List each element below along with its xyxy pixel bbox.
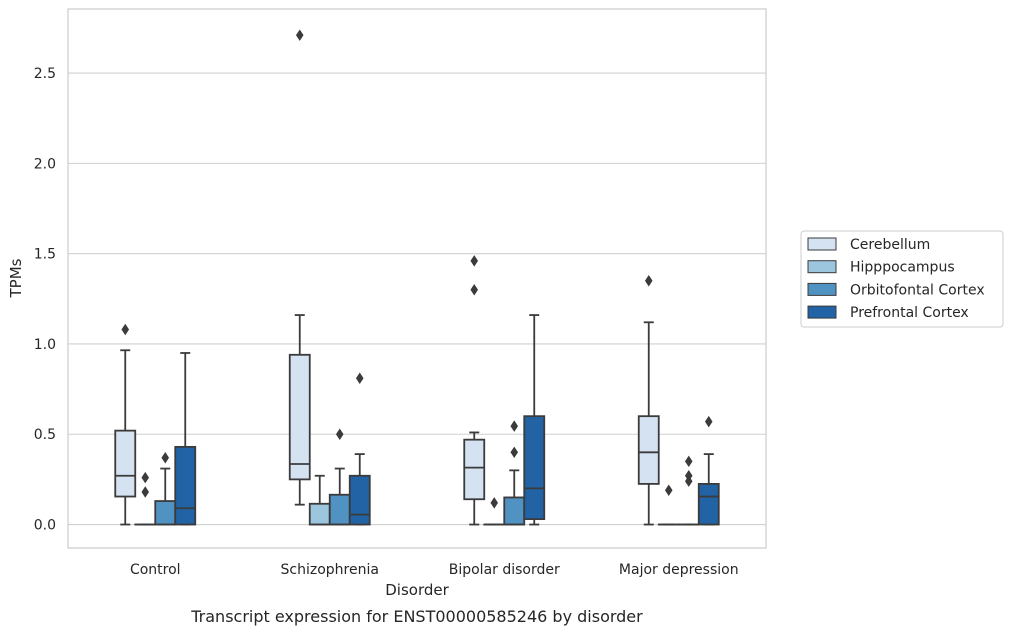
chart-caption: Transcript expression for ENST0000058524…: [190, 607, 643, 626]
legend-label: Prefrontal Cortex: [850, 305, 969, 321]
legend-label: Hipppocampus: [850, 260, 955, 276]
box-iqr: [350, 476, 370, 525]
legend-label: Orbitofontal Cortex: [850, 282, 985, 298]
box-iqr: [290, 355, 310, 480]
box-iqr: [524, 416, 544, 519]
legend-swatch: [808, 283, 836, 295]
legend-swatch: [808, 306, 836, 318]
legend-swatch: [808, 238, 836, 250]
y-tick-label: 2.5: [34, 66, 56, 82]
box-iqr: [504, 497, 524, 524]
y-tick-label: 2.0: [34, 156, 56, 172]
x-axis-label: Disorder: [385, 581, 449, 599]
legend-swatch: [808, 261, 836, 273]
legend: Cerebellum Hipppocampus Orbitofontal Corte…: [801, 231, 1003, 327]
box-iqr: [330, 495, 350, 525]
box-iqr: [115, 431, 135, 497]
x-tick-label: Major depression: [619, 562, 739, 578]
box-iqr: [155, 501, 175, 524]
box-iqr: [699, 484, 719, 525]
box-iqr: [310, 504, 330, 525]
y-tick-label: 1.0: [34, 337, 56, 353]
box-iqr: [639, 416, 659, 484]
y-tick-label: 1.5: [34, 247, 56, 263]
x-tick-label: Schizophrenia: [281, 562, 379, 578]
x-tick-label: Bipolar disorder: [449, 562, 560, 578]
y-axis-label: TPMs: [7, 258, 25, 298]
y-tick-label: 0.5: [34, 427, 56, 443]
box-iqr: [175, 447, 195, 525]
y-tick-label: 0.0: [34, 518, 56, 534]
legend-label: Cerebellum: [850, 237, 930, 253]
x-tick-label: Control: [130, 562, 181, 578]
box-iqr: [464, 440, 484, 500]
